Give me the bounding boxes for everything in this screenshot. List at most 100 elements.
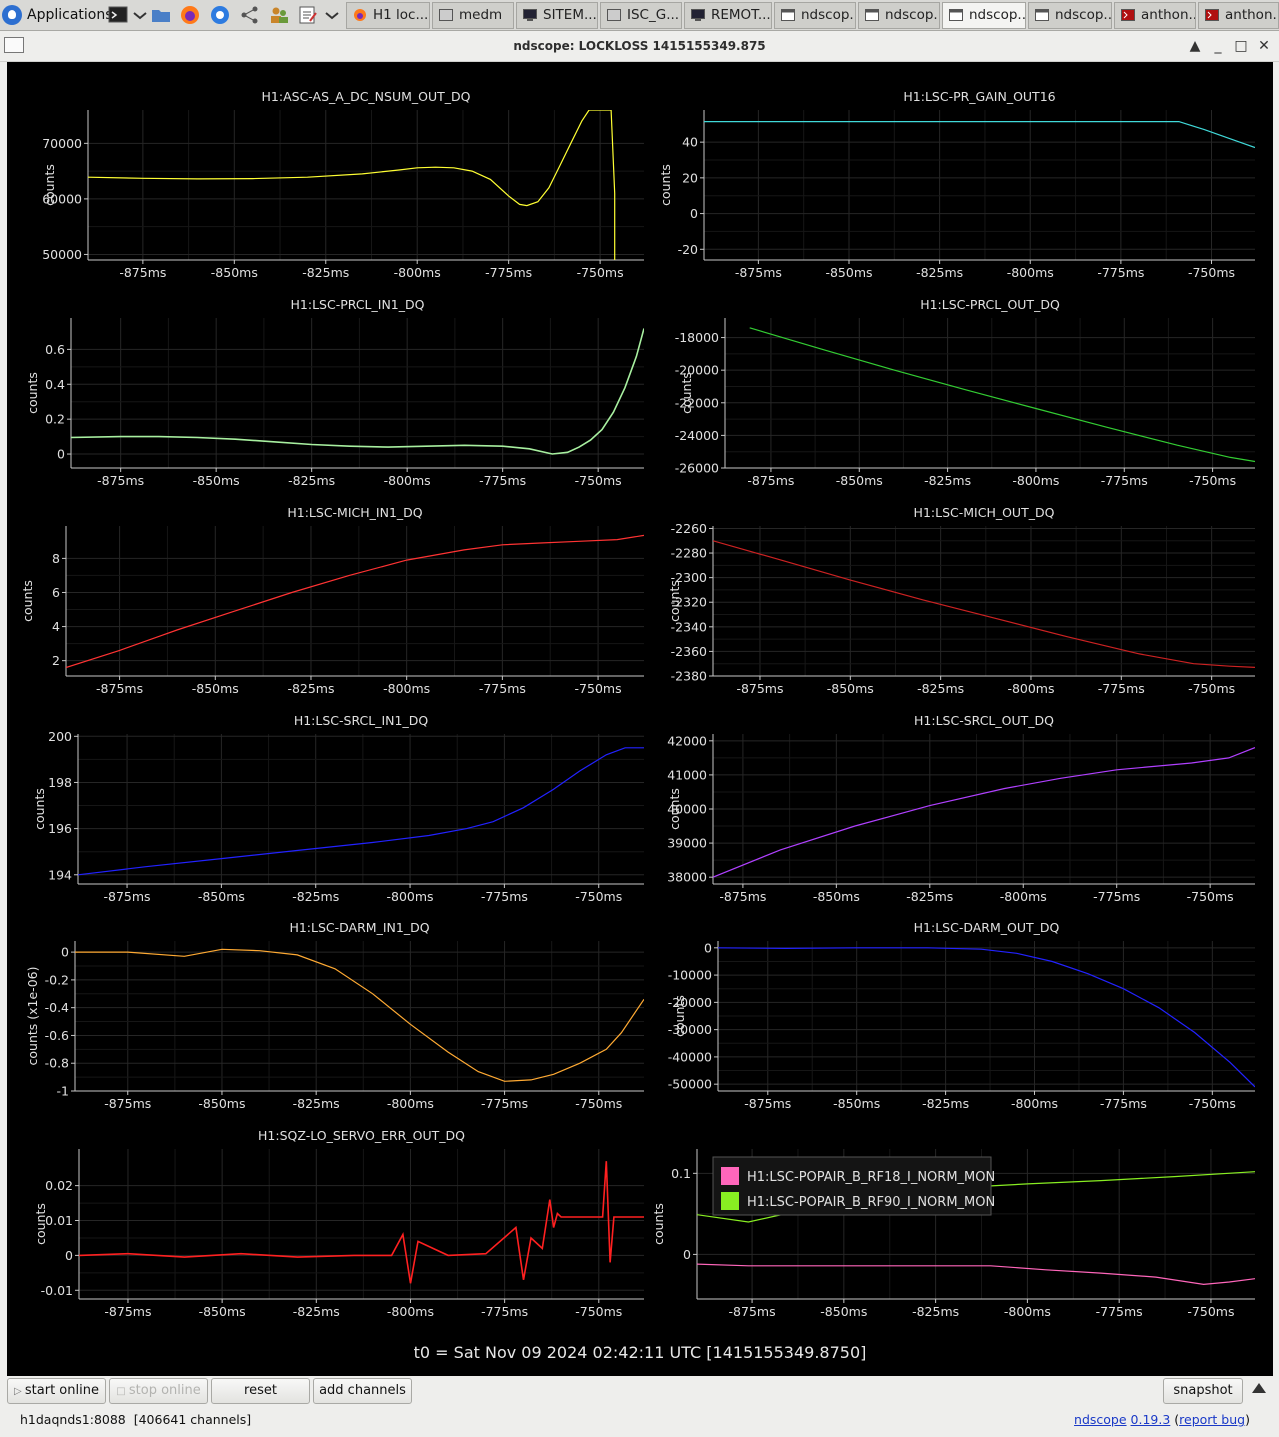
y-tick-label: -18000: [675, 330, 719, 345]
taskbar-tab[interactable]: ISC_G...: [600, 2, 682, 29]
series-line-0: [75, 948, 644, 1082]
chart-panel-9[interactable]: -875ms -850ms -825ms -800ms -775ms -750ms -500…: [668, 920, 1255, 1111]
applications-menu[interactable]: Applications: [2, 3, 113, 27]
minimize-button[interactable]: _: [1214, 38, 1222, 54]
firefox-icon[interactable]: [180, 5, 200, 25]
taskbar-tab[interactable]: medm: [432, 2, 514, 29]
window-icon: [607, 9, 621, 21]
report-bug-link[interactable]: report bug: [1179, 1412, 1246, 1427]
y-tick-label: -1: [57, 1084, 69, 1099]
x-tick-label: -850ms: [199, 1304, 246, 1319]
t0-label: t0 = Sat Nov 09 2024 02:42:11 UTC [14151…: [413, 1343, 867, 1362]
chart-panel-2[interactable]: -875ms -850ms -825ms -800ms -775ms -750ms 0 0.2…: [25, 297, 644, 488]
y-tick-label: 40000: [667, 802, 707, 817]
plot-area[interactable]: -875ms -850ms -825ms -800ms -775ms -750ms 5000…: [7, 62, 1273, 1376]
window-menu-button[interactable]: [4, 37, 24, 53]
taskbar-tab-label: SITEM...: [543, 7, 597, 23]
users-icon[interactable]: [269, 5, 289, 25]
plot-grid[interactable]: -875ms -850ms -825ms -800ms -775ms -750ms 5000…: [7, 62, 1273, 1376]
x-tick-label: -800ms: [1012, 473, 1059, 488]
share-icon[interactable]: [240, 5, 260, 25]
taskbar-tab[interactable]: anthon...: [1198, 2, 1279, 29]
taskbar-tab-active[interactable]: ndscop...: [942, 2, 1026, 29]
taskbar-tab[interactable]: anthon...: [1114, 2, 1196, 29]
folder-icon[interactable]: [151, 5, 171, 25]
chart-title: H1:LSC-MICH_IN1_DQ: [287, 505, 422, 520]
x-tick-label: -750ms: [1188, 265, 1235, 280]
chart-title: H1:LSC-SRCL_OUT_DQ: [914, 713, 1054, 728]
chart-panel-10[interactable]: -875ms -850ms -825ms -800ms -775ms -750ms -0.0…: [33, 1128, 644, 1319]
text-editor-icon[interactable]: [298, 5, 318, 25]
x-tick-label: -775ms: [1098, 681, 1145, 696]
series-line-0: [78, 747, 644, 876]
collapse-button[interactable]: ▲: [1189, 38, 1201, 54]
taskbar-tab[interactable]: H1 loc...: [346, 2, 430, 29]
maximize-button[interactable]: □: [1234, 38, 1248, 54]
x-tick-label: -875ms: [97, 473, 144, 488]
chart-panel-6[interactable]: -875ms -850ms -825ms -800ms -775ms -750ms 194 1…: [32, 713, 644, 904]
chart-panel-11[interactable]: -875ms -850ms -825ms -800ms -775ms -750ms 0 0.1…: [651, 1149, 1255, 1319]
x-tick-label: -850ms: [820, 1304, 867, 1319]
y-tick-label: 42000: [667, 733, 707, 748]
x-tick-label: -850ms: [813, 889, 860, 904]
x-tick-label: -775ms: [481, 1096, 528, 1111]
y-tick-label: -2300: [671, 570, 707, 585]
close-button[interactable]: ✕: [1258, 38, 1270, 54]
snapshot-button[interactable]: snapshot: [1163, 1378, 1243, 1404]
taskbar-tab[interactable]: SITEM...: [516, 2, 598, 29]
ndscope-link[interactable]: ndscope: [1074, 1412, 1127, 1427]
x-tick-label: -825ms: [292, 889, 339, 904]
chart-panel-0[interactable]: -875ms -850ms -825ms -800ms -775ms -750ms 5000…: [42, 89, 644, 280]
x-tick-label: -850ms: [192, 681, 239, 696]
chevron-down-icon[interactable]: [130, 5, 150, 25]
x-tick-label: -800ms: [1000, 889, 1047, 904]
x-tick-label: -750ms: [575, 889, 622, 904]
x-tick-label: -850ms: [833, 1096, 880, 1111]
y-tick-label: 0.4: [45, 377, 65, 392]
x-tick-label: -825ms: [916, 265, 963, 280]
chart-panel-8[interactable]: -875ms -850ms -825ms -800ms -775ms -750ms -1 -0…: [25, 920, 644, 1111]
x-tick-label: -750ms: [1189, 1096, 1236, 1111]
expand-up-icon[interactable]: [1252, 1383, 1266, 1393]
y-tick-label: 41000: [667, 767, 707, 782]
chart-panel-5[interactable]: -875ms -850ms -825ms -800ms -775ms -750ms -238…: [667, 505, 1255, 696]
reset-button[interactable]: reset: [211, 1378, 310, 1404]
chart-panel-1[interactable]: -875ms -850ms -825ms -800ms -775ms -750ms -20 0…: [658, 89, 1255, 280]
taskbar-tab[interactable]: ndscop...: [858, 2, 940, 29]
y-tick-label: 60000: [42, 191, 82, 206]
chart-panel-4[interactable]: -875ms -850ms -825ms -800ms -775ms -750ms 2 4 6 8…: [20, 505, 644, 696]
x-tick-label: -750ms: [575, 1304, 622, 1319]
play-icon: ▷: [14, 1386, 25, 1397]
x-tick-label: -825ms: [924, 473, 971, 488]
start-online-button[interactable]: ▷ start online: [7, 1378, 106, 1404]
y-tick-label: 0.02: [45, 1178, 73, 1193]
x-tick-label: -875ms: [719, 889, 766, 904]
chart-title: H1:ASC-AS_A_DC_NSUM_OUT_DQ: [262, 89, 471, 104]
chart-panel-3[interactable]: -875ms -850ms -825ms -800ms -775ms -750ms -260…: [675, 297, 1255, 488]
chart-title: H1:LSC-PRCL_OUT_DQ: [920, 297, 1060, 312]
taskbar-tab[interactable]: ndscop...: [1028, 2, 1112, 29]
taskbar: Applications H1 loc... medm SITEM... ISC…: [0, 0, 1279, 31]
taskbar-tab-label: ndscop...: [1055, 7, 1112, 23]
taskbar-tab[interactable]: ndscop...: [774, 2, 856, 29]
x-tick-label: -825ms: [912, 1304, 959, 1319]
add-channels-button[interactable]: add channels: [313, 1378, 412, 1404]
window-icon: [781, 9, 795, 21]
y-tick-label: -24000: [675, 428, 719, 443]
chevron-down-icon[interactable]: [322, 5, 342, 25]
y-axis-label: counts: [667, 580, 682, 622]
chart-panel-7[interactable]: -875ms -850ms -825ms -800ms -775ms -750ms 3800…: [667, 713, 1255, 904]
y-tick-label: -30000: [668, 1022, 712, 1037]
stop-online-button[interactable]: □ stop online: [109, 1378, 208, 1404]
y-tick-label: 0: [690, 206, 698, 221]
start-online-label: start online: [24, 1383, 99, 1398]
version-link[interactable]: 0.19.3: [1130, 1412, 1171, 1427]
y-axis-label: counts: [32, 788, 47, 830]
x-tick-label: -875ms: [747, 473, 794, 488]
chromium-icon[interactable]: [210, 5, 230, 25]
y-tick-label: -0.8: [45, 1056, 69, 1071]
terminal-launcher-icon[interactable]: [108, 5, 128, 25]
x-tick-label: -875ms: [735, 265, 782, 280]
applications-label: Applications: [27, 7, 113, 23]
taskbar-tab[interactable]: REMOT...: [684, 2, 772, 29]
